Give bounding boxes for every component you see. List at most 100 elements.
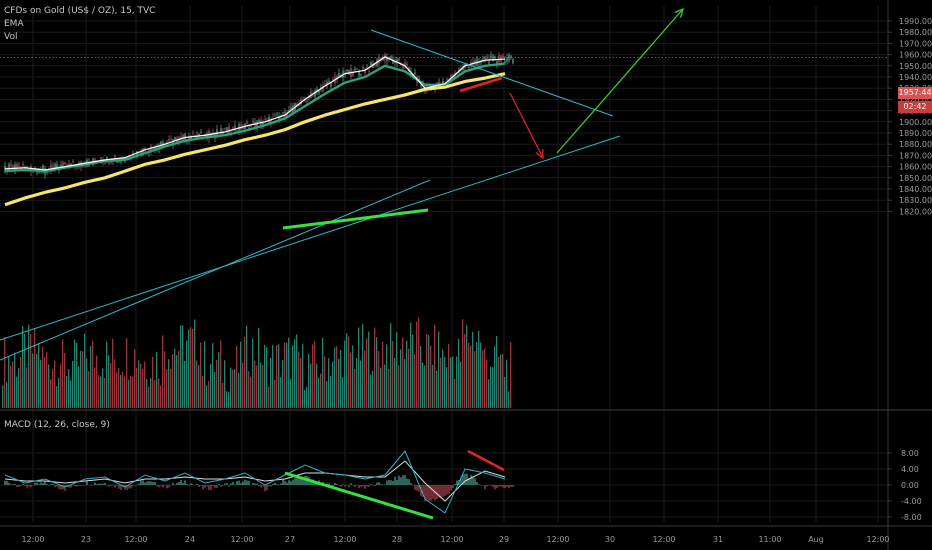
- candle-body: [302, 96, 304, 98]
- macd-histogram-bar: [236, 481, 238, 485]
- candle-body: [108, 162, 110, 164]
- volume-bar: [48, 364, 50, 408]
- macd-histogram-bar: [344, 485, 346, 487]
- candle-body: [494, 56, 496, 59]
- macd-histogram-bar: [152, 482, 154, 485]
- candle-body: [168, 139, 170, 141]
- macd-histogram-bar: [40, 482, 42, 485]
- ema-legend[interactable]: EMA: [4, 19, 24, 29]
- volume-bar: [278, 344, 280, 408]
- volume-bar: [230, 367, 232, 408]
- macd-histogram-bar: [396, 480, 398, 485]
- macd-legend[interactable]: MACD (12, 26, close, 9): [4, 420, 110, 430]
- lower-trendline[interactable]: [0, 135, 621, 341]
- volume-bar: [366, 338, 368, 408]
- vol-legend[interactable]: Vol: [4, 32, 18, 42]
- inner-trendline[interactable]: [0, 179, 431, 361]
- volume-bar: [210, 363, 212, 408]
- volume-bar: [460, 361, 462, 408]
- macd-histogram-bar: [176, 483, 178, 485]
- candle-body: [116, 160, 118, 163]
- macd-histogram-bar: [476, 482, 478, 485]
- macd-histogram-bar: [232, 481, 234, 485]
- macd-histogram-bar: [352, 485, 354, 486]
- macd-histogram-bar: [470, 474, 472, 485]
- volume-bar: [106, 341, 108, 408]
- candle-body: [52, 166, 54, 168]
- volume-bar: [150, 378, 152, 408]
- volume-bar: [226, 391, 228, 408]
- time-axis-label: 28: [392, 535, 402, 544]
- volume-bar: [290, 378, 292, 408]
- macd-top-line[interactable]: [467, 449, 505, 472]
- macd-histogram-bar: [380, 484, 382, 485]
- up-arrow[interactable]: [556, 8, 684, 154]
- volume-bar: [104, 378, 106, 408]
- ema-mid-line[interactable]: [4, 62, 506, 173]
- candle-body: [392, 59, 394, 64]
- candle-body: [210, 134, 212, 137]
- macd-histogram-bar: [126, 485, 128, 491]
- macd-histogram-bar: [356, 484, 358, 486]
- macd-histogram-bar: [118, 485, 120, 489]
- candle-body: [46, 171, 48, 173]
- ema-slow-line[interactable]: [4, 72, 506, 207]
- candle-body: [262, 122, 264, 126]
- candle-body: [408, 67, 410, 71]
- candle-body: [256, 120, 258, 128]
- macd-histogram-bar: [116, 485, 118, 486]
- macd-histogram-bar: [270, 485, 272, 487]
- macd-histogram-bar: [482, 485, 484, 486]
- macd-histogram-bar: [166, 485, 168, 489]
- price-divergence-line[interactable]: [282, 208, 429, 230]
- macd-histogram-bar: [56, 485, 58, 487]
- time-axis-label: 11:00: [758, 535, 781, 544]
- price-top-line[interactable]: [459, 76, 503, 93]
- macd-histogram-bar: [192, 484, 194, 485]
- upper-trendline[interactable]: [370, 29, 614, 117]
- macd-line[interactable]: [4, 450, 506, 514]
- candle-body: [356, 68, 358, 70]
- volume-bar: [374, 327, 376, 408]
- volume-bar: [302, 343, 304, 408]
- candle-body: [420, 84, 422, 87]
- volume-bar: [294, 339, 296, 408]
- candle-body: [358, 71, 360, 76]
- macd-histogram-bar: [332, 485, 334, 488]
- volume-bar: [468, 342, 470, 408]
- time-axis-label: 31: [713, 535, 723, 544]
- macd-histogram-bar: [408, 479, 410, 485]
- volume-bar: [378, 351, 380, 408]
- volume-bar: [394, 357, 396, 408]
- down-arrow[interactable]: [509, 92, 544, 159]
- candle-body: [264, 119, 266, 120]
- candle-body: [318, 89, 320, 93]
- volume-bar: [326, 381, 328, 408]
- volume-bar: [214, 371, 216, 408]
- volume-bar: [480, 342, 482, 408]
- candle-body: [198, 133, 200, 136]
- macd-histogram-bar: [488, 484, 490, 486]
- macd-histogram-bar: [412, 485, 414, 486]
- macd-histogram-bar: [132, 485, 134, 487]
- volume-bar: [428, 334, 430, 408]
- volume-bar: [264, 344, 266, 408]
- candle-body: [220, 128, 222, 133]
- volume-bar: [320, 373, 322, 408]
- volume-bar: [398, 365, 400, 408]
- symbol-legend[interactable]: CFDs on Gold (US$ / OZ), 15, TVC: [4, 6, 156, 16]
- volume-bar: [208, 381, 210, 408]
- volume-bar: [130, 376, 132, 408]
- macd-divergence-line[interactable]: [284, 471, 434, 520]
- candle-body: [488, 59, 490, 65]
- volume-bar: [196, 360, 198, 408]
- candle-body: [252, 121, 254, 123]
- macd-histogram-bar: [130, 485, 132, 489]
- ema-fast-line[interactable]: [4, 56, 506, 171]
- macd-histogram-bar: [300, 476, 302, 485]
- volume-bar: [138, 360, 140, 408]
- macd-histogram-bar: [58, 485, 60, 489]
- candle-body: [8, 164, 10, 169]
- volume-bar: [288, 337, 290, 408]
